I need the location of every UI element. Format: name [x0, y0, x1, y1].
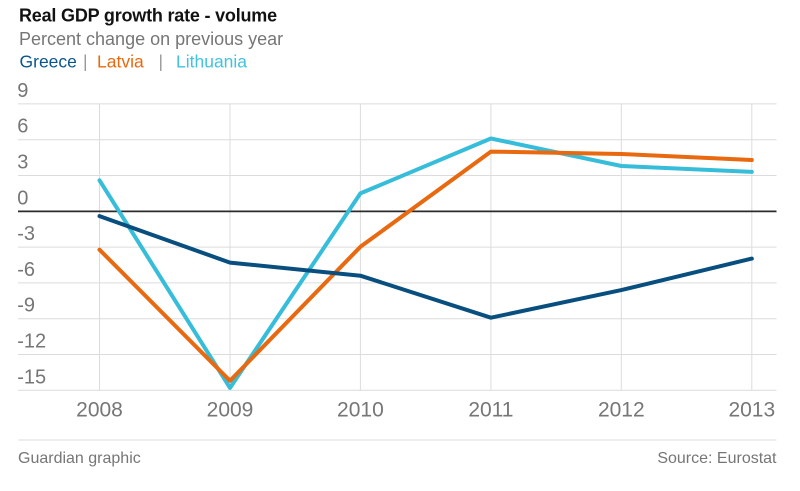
svg-text:Greece|Latvia|Lithuania: Greece | Latvia | Lithuania	[20, 52, 248, 72]
svg-text:2009: 2009	[207, 399, 254, 422]
svg-text:Guardian graphic: Guardian graphic	[18, 450, 141, 467]
svg-text:-15: -15	[17, 366, 46, 388]
svg-text:-6: -6	[17, 259, 35, 281]
svg-text:Real GDP growth rate - volume: Real GDP growth rate - volume	[19, 5, 277, 25]
svg-text:2012: 2012	[598, 399, 645, 422]
svg-text:2013: 2013	[728, 399, 775, 422]
svg-text:Percent change on previous yea: Percent change on previous year	[19, 29, 283, 49]
svg-text:-9: -9	[17, 295, 35, 317]
svg-text:-12: -12	[17, 331, 46, 353]
svg-text:0: 0	[17, 187, 28, 209]
svg-text:-3: -3	[17, 223, 35, 245]
svg-text:2008: 2008	[76, 399, 123, 422]
svg-text:9: 9	[17, 80, 28, 102]
svg-text:2011: 2011	[468, 399, 513, 422]
svg-text:2010: 2010	[337, 399, 384, 422]
svg-text:6: 6	[17, 116, 28, 138]
svg-text:3: 3	[17, 152, 28, 174]
svg-text:Source: Eurostat: Source: Eurostat	[657, 450, 777, 467]
